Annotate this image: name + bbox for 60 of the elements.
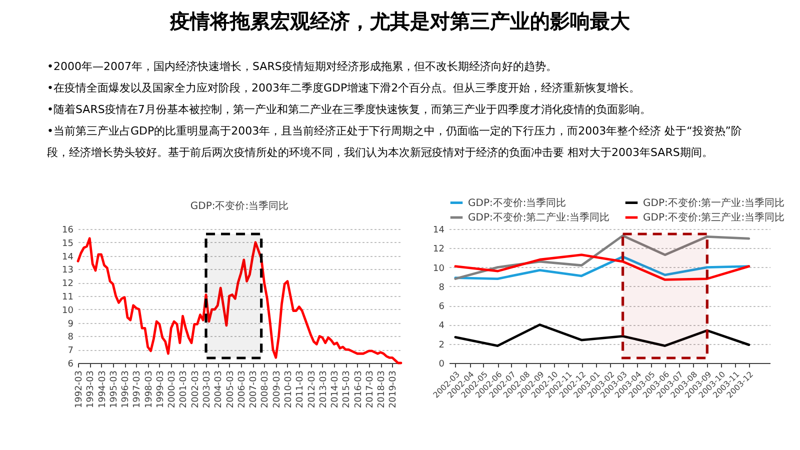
x-tick-label: 2019-03 <box>388 370 399 408</box>
x-tick-label: 2018-03 <box>377 370 388 408</box>
x-tick-label: 2007-03 <box>249 370 260 408</box>
x-tick-label: 2001-03 <box>179 370 190 408</box>
y-tick-label: 15 <box>62 238 74 249</box>
y-tick-label: 4 <box>438 321 445 332</box>
text: •当前第三产业占GDP的比重明显高于2003年，且当前经济正处于下行周期之中，仍面临一定的下行压力，而2003年整个经济 处于“投资热”阶段，经济增长势头较好。基于前后两次疫情所处的环境不同，我们认为本次新冠疫情对于经济的负面冲击要 相对大于2003年SARS期间。 <box>47 124 742 159</box>
x-tick-label: 1998-03 <box>144 370 154 408</box>
x-tick-label: 2011-03 <box>296 370 306 408</box>
x-tick-label: 2013-03 <box>318 370 329 408</box>
chart-title: GDP:不变价:当季同比 <box>190 200 289 212</box>
line-series <box>454 234 750 280</box>
x-tick-label: 2000-03 <box>168 370 178 408</box>
y-tick-label: 9 <box>68 319 74 330</box>
y-tick-label: 8 <box>68 332 74 343</box>
y-tick-label: 12 <box>62 279 74 290</box>
x-tick-label: 2010-03 <box>284 370 294 408</box>
x-tick-label: 1997-03 <box>132 370 143 408</box>
line-series <box>76 237 402 364</box>
y-tick-label: 10 <box>433 264 445 274</box>
x-tick-label: 2012-03 <box>307 370 318 408</box>
y-tick-label: 6 <box>438 302 445 312</box>
legend-label: GDP:不变价:当季同比 <box>468 196 566 209</box>
x-tick-label: 2014-03 <box>330 370 341 408</box>
x-tick-label: 1999-03 <box>156 370 166 408</box>
text: •2000年—2007年，国内经济快速增长，SARS疫情短期对经济形成拖累，但不改长期经济向好的趋势。 <box>47 60 557 73</box>
x-tick-label: 2002-03 <box>190 370 201 408</box>
y-tick-label: 12 <box>433 244 444 255</box>
y-tick-label: 16 <box>62 226 74 236</box>
text: •在疫情全面爆发以及国家全力应对阶段，2003年二季度GDP增速下滑2个百分点。但从三季度开始，经济重新恢复增长。 <box>47 82 640 94</box>
y-tick-label: 2 <box>438 340 444 350</box>
x-tick-label: 2017-03 <box>365 370 376 408</box>
y-tick-label: 11 <box>62 292 74 302</box>
legend-label: GDP:不变价:第一产业:当季同比 <box>643 196 785 209</box>
text: •随着SARS疫情在7月份基本被控制，第一产业和第二产业在三季度快速恢复，而第三产业于四季度才消化疫情的负面影响。 <box>47 103 651 116</box>
y-tick-label: 13 <box>62 266 74 276</box>
y-tick-label: 14 <box>433 226 445 236</box>
line-series <box>454 324 750 347</box>
x-tick-label: 1992-03 <box>74 370 84 408</box>
x-tick-label: 1993-03 <box>86 370 96 408</box>
x-tick-label: 2009-03 <box>272 370 282 408</box>
y-tick-label: 0 <box>438 360 445 370</box>
x-tick-label: 1995-03 <box>109 370 120 408</box>
x-tick-label: 2006-03 <box>237 370 248 408</box>
y-tick-label: 14 <box>62 252 74 262</box>
x-tick-label: 2005-03 <box>226 370 236 408</box>
y-tick-label: 10 <box>62 306 74 316</box>
y-tick-label: 8 <box>438 282 445 293</box>
x-tick-label: 2016-03 <box>354 370 364 408</box>
legend-label: GDP:不变价:第二产业:当季同比 <box>468 212 610 224</box>
y-tick-label: 7 <box>68 346 74 356</box>
x-tick-label: 1994-03 <box>98 370 108 408</box>
text: 疫情将拖累宏观经济，尤其是对第三产业的影响最大 <box>169 9 631 33</box>
legend-label: GDP:不变价:第三产业:当季同比 <box>643 212 785 224</box>
y-tick-label: 6 <box>68 360 74 370</box>
x-tick-label: 1996-03 <box>121 370 132 408</box>
x-tick-label: 2004-03 <box>214 370 224 408</box>
x-tick-label: 2003-03 <box>202 370 213 408</box>
x-tick-label: 2008-03 <box>260 370 271 408</box>
x-tick-label: 2015-03 <box>342 370 352 408</box>
